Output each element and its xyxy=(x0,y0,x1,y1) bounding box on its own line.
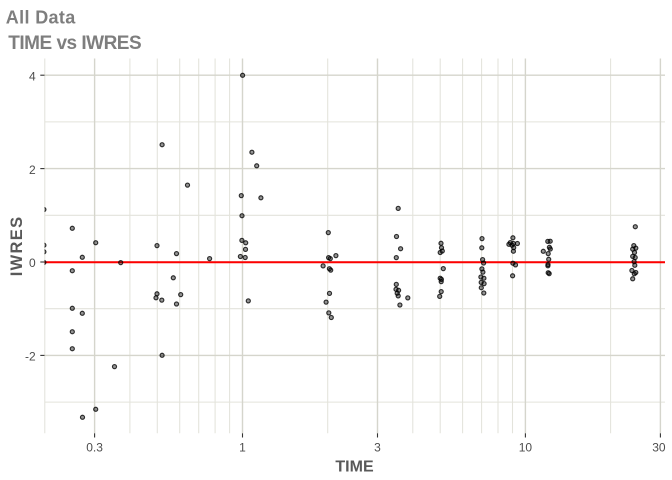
svg-text:1: 1 xyxy=(239,441,246,455)
svg-text:3: 3 xyxy=(374,441,381,455)
svg-text:TIME: TIME xyxy=(335,459,374,476)
svg-text:0.3: 0.3 xyxy=(86,441,103,455)
svg-text:0: 0 xyxy=(29,256,36,270)
svg-text:2: 2 xyxy=(29,163,36,177)
svg-text:4: 4 xyxy=(29,69,36,83)
svg-text:10: 10 xyxy=(519,441,533,455)
svg-text:All Data: All Data xyxy=(6,7,76,27)
svg-text:30: 30 xyxy=(652,441,666,455)
svg-text:-2: -2 xyxy=(25,350,36,364)
svg-text:IWRES: IWRES xyxy=(8,216,26,277)
svg-text:TIME vs IWRES: TIME vs IWRES xyxy=(8,33,141,54)
